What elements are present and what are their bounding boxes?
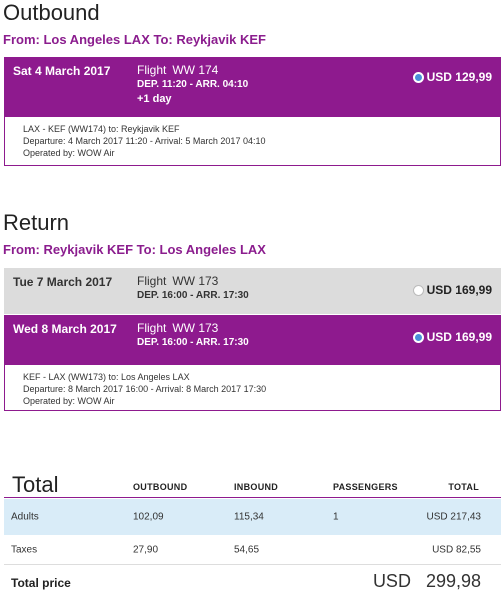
fare-option[interactable]: USD 169,99 bbox=[412, 283, 492, 297]
outbound-flight-option[interactable]: Sat 4 March 2017 Flight WW 174 DEP. 11:20… bbox=[4, 57, 501, 117]
fare-option[interactable]: USD 169,99 bbox=[412, 330, 492, 344]
flight-times: DEP. 11:20 - ARR. 04:10 bbox=[137, 79, 249, 90]
detail-route: KEF - LAX (WW173) to: Los Angeles LAX bbox=[23, 372, 190, 382]
flight-label: Flight bbox=[137, 274, 167, 288]
fare-option[interactable]: USD 129,99 bbox=[412, 70, 492, 84]
outbound-title: Outbound bbox=[3, 0, 100, 25]
detail-operator: Operated by: WOW Air bbox=[23, 396, 115, 406]
total-price-label: Total price bbox=[11, 576, 71, 590]
col-header-total: TOTAL bbox=[448, 482, 479, 492]
detail-times: Departure: 8 March 2017 16:00 - Arrival:… bbox=[23, 384, 267, 394]
radio-selected-icon[interactable] bbox=[412, 331, 424, 343]
cell-outbound: 27,90 bbox=[133, 544, 159, 555]
flight-date: Tue 7 March 2017 bbox=[13, 275, 113, 289]
detail-operator: Operated by: WOW Air bbox=[23, 148, 115, 158]
cell-outbound: 102,09 bbox=[133, 511, 164, 523]
return-flight-option[interactable]: Tue 7 March 2017 Flight WW 173 DEP. 16:00… bbox=[4, 268, 501, 314]
fare-price: USD 169,99 bbox=[426, 330, 492, 344]
outbound-flight-details: LAX - KEF (WW174) to: Reykjavik KEF Depa… bbox=[4, 117, 501, 166]
col-header-passengers: PASSENGERS bbox=[333, 482, 398, 492]
radio-unselected-icon[interactable] bbox=[412, 284, 424, 296]
flight-times: DEP. 16:00 - ARR. 17:30 bbox=[137, 337, 249, 348]
radio-selected-icon[interactable] bbox=[412, 71, 424, 83]
flight-code: WW 173 bbox=[172, 274, 219, 288]
flight-date: Sat 4 March 2017 bbox=[13, 64, 111, 78]
fare-price: USD 129,99 bbox=[426, 70, 492, 84]
total-price-value: USD 299,98 bbox=[372, 571, 481, 591]
flight-label: Flight bbox=[137, 321, 167, 335]
cell-total: USD 217,43 bbox=[426, 511, 481, 523]
detail-times: Departure: 4 March 2017 11:20 - Arrival:… bbox=[23, 136, 266, 146]
flight-date: Wed 8 March 2017 bbox=[13, 322, 117, 336]
next-day-badge: +1 day bbox=[137, 93, 172, 105]
return-flight-details: KEF - LAX (WW173) to: Los Angeles LAX De… bbox=[4, 365, 501, 411]
flight-code: WW 173 bbox=[172, 321, 219, 335]
outbound-route: From: Los Angeles LAX To: Reykjavik KEF bbox=[3, 32, 266, 47]
row-label: Adults bbox=[11, 511, 39, 523]
flight-number: Flight WW 173 bbox=[137, 274, 218, 288]
return-route: From: Reykjavik KEF To: Los Angeles LAX bbox=[3, 242, 266, 257]
col-header-inbound: INBOUND bbox=[234, 482, 279, 492]
col-header-outbound: OUTBOUND bbox=[133, 482, 188, 492]
flight-times: DEP. 16:00 - ARR. 17:30 bbox=[137, 290, 249, 301]
row-label: Taxes bbox=[11, 544, 38, 555]
return-title: Return bbox=[3, 210, 70, 235]
table-row-taxes: Taxes 27,90 54,65 USD 82,55 bbox=[4, 535, 501, 565]
cell-inbound: 54,65 bbox=[234, 544, 260, 555]
table-row-adults: Adults 102,09 115,34 1 USD 217,43 bbox=[4, 499, 501, 535]
cell-inbound: 115,34 bbox=[234, 511, 264, 523]
return-flight-option[interactable]: Wed 8 March 2017 Flight WW 173 DEP. 16:00… bbox=[4, 315, 501, 365]
flight-number: Flight WW 174 bbox=[137, 63, 218, 77]
summary-title: Total bbox=[12, 472, 59, 497]
header-divider bbox=[4, 497, 501, 498]
flight-label: Flight bbox=[137, 63, 167, 77]
detail-route: LAX - KEF (WW174) to: Reykjavik KEF bbox=[23, 124, 180, 134]
flight-code: WW 174 bbox=[172, 63, 219, 77]
cell-total: USD 82,55 bbox=[432, 544, 481, 555]
fare-price: USD 169,99 bbox=[426, 283, 492, 297]
cell-passengers: 1 bbox=[333, 511, 339, 523]
flight-number: Flight WW 173 bbox=[137, 321, 218, 335]
